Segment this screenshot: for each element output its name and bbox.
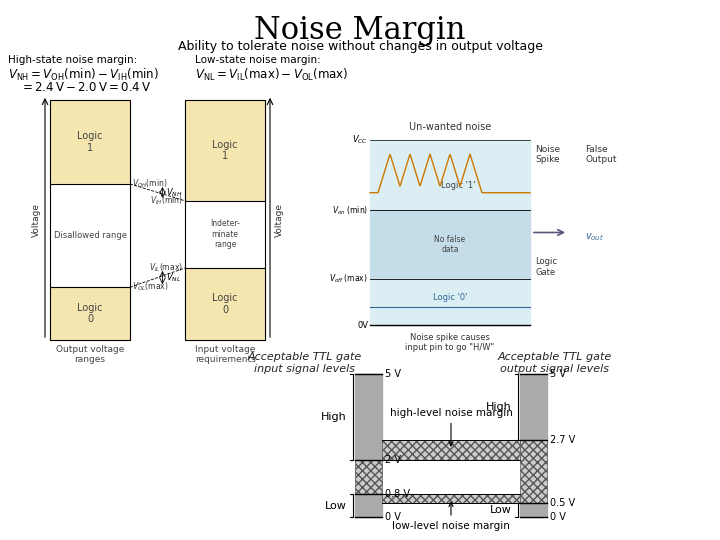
Text: $= 2.4\,\mathrm{V} - 2.0\,\mathrm{V} = 0.4\,\mathrm{V}$: $= 2.4\,\mathrm{V} - 2.0\,\mathrm{V} = 0… — [20, 81, 151, 94]
Text: High: High — [486, 402, 512, 412]
Bar — [520, 440, 547, 503]
Bar — [382, 440, 520, 460]
Text: 5 V: 5 V — [550, 369, 566, 379]
Text: $v_{out}$: $v_{out}$ — [585, 232, 604, 244]
Text: Voltage: Voltage — [32, 203, 40, 237]
Text: $V_{NL}$: $V_{NL}$ — [166, 271, 181, 284]
Text: Low-state noise margin:: Low-state noise margin: — [195, 55, 320, 65]
Bar — [370, 210, 530, 279]
Text: Low: Low — [490, 505, 512, 515]
Text: High-state noise margin:: High-state noise margin: — [8, 55, 138, 65]
Text: 0.5 V: 0.5 V — [550, 498, 575, 508]
Bar — [370, 140, 530, 210]
Bar — [370, 279, 530, 325]
Text: Logic '0': Logic '0' — [433, 293, 467, 301]
Text: $V_{NH}$: $V_{NH}$ — [166, 186, 183, 199]
Text: False
Output: False Output — [585, 145, 616, 164]
Bar — [355, 374, 382, 460]
Bar — [185, 100, 265, 340]
Text: 5 V: 5 V — [385, 369, 401, 379]
Text: high-level noise margin: high-level noise margin — [390, 408, 513, 445]
Bar — [355, 460, 382, 494]
Text: Acceptable TTL gate
output signal levels: Acceptable TTL gate output signal levels — [498, 352, 612, 374]
Text: $V_{\mathrm{NH}} = V_{\mathrm{OH}}(\mathrm{min}) - V_{\mathrm{IH}}(\mathrm{min}): $V_{\mathrm{NH}} = V_{\mathrm{OH}}(\math… — [8, 67, 159, 83]
Text: Voltage: Voltage — [274, 203, 284, 237]
Text: 0 V: 0 V — [550, 512, 566, 522]
Text: Logic '1': Logic '1' — [441, 181, 475, 190]
Text: $V_{OL}$(max): $V_{OL}$(max) — [132, 281, 168, 293]
Text: 0V: 0V — [357, 321, 368, 329]
Text: $V_{off}$ (max): $V_{off}$ (max) — [329, 273, 368, 285]
Text: Logic
0: Logic 0 — [77, 303, 103, 325]
Bar — [185, 100, 265, 201]
Bar — [355, 494, 382, 517]
Text: $V_{OH}$(min): $V_{OH}$(min) — [132, 178, 167, 190]
Text: Ability to tolerate noise without changes in output voltage: Ability to tolerate noise without change… — [178, 40, 542, 53]
Text: Noise spike causes
input pin to go "H/W": Noise spike causes input pin to go "H/W" — [405, 333, 495, 353]
Bar — [50, 287, 130, 340]
Text: Low: Low — [325, 501, 347, 510]
Text: No false
data: No false data — [434, 235, 466, 254]
Bar — [50, 184, 130, 287]
Text: $V_{IL}$(max): $V_{IL}$(max) — [149, 262, 183, 274]
Text: Acceptable TTL gate
input signal levels: Acceptable TTL gate input signal levels — [248, 352, 362, 374]
Text: High: High — [321, 412, 347, 422]
Text: 0 V: 0 V — [385, 512, 401, 522]
Bar — [50, 100, 130, 184]
Bar — [520, 503, 547, 517]
Text: $V_{CC}$: $V_{CC}$ — [352, 134, 368, 146]
Text: 0.8 V: 0.8 V — [385, 489, 410, 499]
Text: 2 V: 2 V — [385, 455, 401, 465]
Text: Logic
Gate: Logic Gate — [535, 258, 557, 277]
Text: $V_{\mathrm{NL}} = V_{\mathrm{IL}}(\mathrm{max}) - V_{\mathrm{OL}}(\mathrm{max}): $V_{\mathrm{NL}} = V_{\mathrm{IL}}(\math… — [195, 67, 348, 83]
Bar — [382, 494, 520, 503]
Text: Indeter-
minate
range: Indeter- minate range — [210, 219, 240, 249]
Text: Un-wanted noise: Un-wanted noise — [409, 122, 491, 132]
Text: 2.7 V: 2.7 V — [550, 435, 575, 445]
Text: Input voltage
requirements: Input voltage requirements — [194, 345, 256, 364]
Bar — [520, 374, 547, 440]
Text: low-level noise margin: low-level noise margin — [392, 502, 510, 531]
Text: $V_{on}$ (min): $V_{on}$ (min) — [332, 204, 368, 217]
Bar — [50, 100, 130, 340]
Text: Disallowed range: Disallowed range — [53, 231, 127, 240]
Text: Logic
1: Logic 1 — [77, 131, 103, 153]
Text: Logic
0: Logic 0 — [212, 293, 238, 315]
Text: Logic
1: Logic 1 — [212, 140, 238, 161]
Text: $V_{IH}$(min): $V_{IH}$(min) — [150, 194, 183, 207]
Text: Noise Margin: Noise Margin — [254, 15, 466, 46]
Bar — [185, 268, 265, 340]
Text: Noise
Spike: Noise Spike — [535, 145, 560, 164]
Text: Output voltage
ranges: Output voltage ranges — [56, 345, 124, 364]
Bar — [185, 201, 265, 268]
